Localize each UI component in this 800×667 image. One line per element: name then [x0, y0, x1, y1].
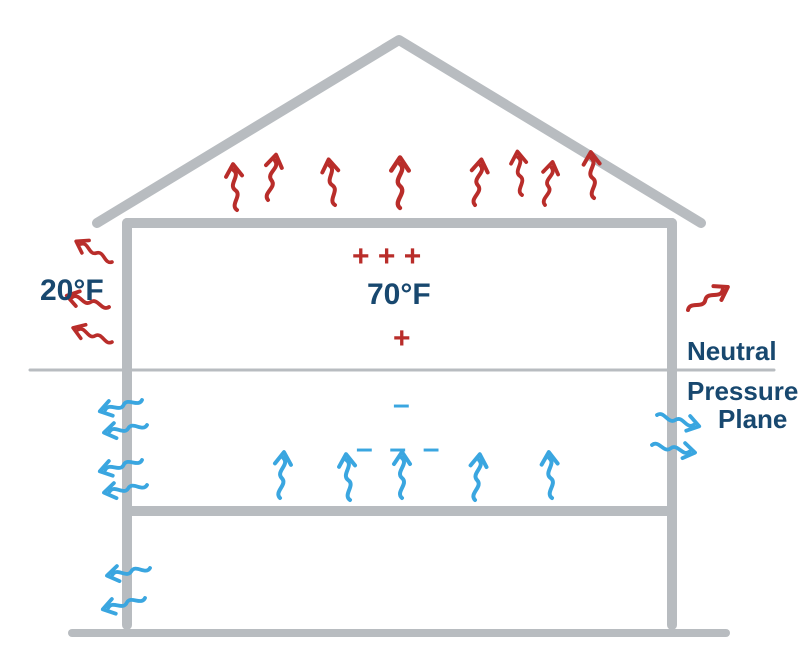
- hot-arrow-5: [510, 151, 530, 196]
- hot-arrow-4: [467, 158, 489, 206]
- cold-arrow-0: [98, 393, 144, 419]
- hot-arrow-11: [684, 280, 732, 317]
- hot-arrow-10: [71, 321, 115, 349]
- minus-triple-label: – – –: [356, 432, 439, 466]
- cold-arrow-9: [467, 453, 488, 500]
- plus-triple-label: + + +: [352, 240, 421, 274]
- hot-arrow-8: [73, 235, 116, 268]
- cold-arrow-2: [98, 453, 144, 479]
- outside-temp-label: 20°F: [40, 274, 104, 308]
- hot-arrow-0: [225, 163, 245, 210]
- cold-arrow-4: [655, 408, 701, 434]
- hot-arrow-1: [260, 153, 284, 201]
- hot-arrow-2: [321, 158, 343, 206]
- minus-single-label: –: [393, 388, 410, 422]
- cold-arrow-7: [338, 453, 358, 500]
- plane-label: Plane: [718, 404, 787, 435]
- hot-arrow-3: [391, 157, 409, 208]
- inside-temp-label: 70°F: [367, 278, 431, 312]
- pressure-label: Pressure: [687, 376, 798, 407]
- hot-arrow-6: [538, 161, 561, 207]
- cold-arrow-6: [272, 451, 292, 498]
- plus-single-label: +: [393, 322, 411, 356]
- neutral-label: Neutral: [687, 336, 777, 367]
- cold-arrow-10: [541, 452, 560, 499]
